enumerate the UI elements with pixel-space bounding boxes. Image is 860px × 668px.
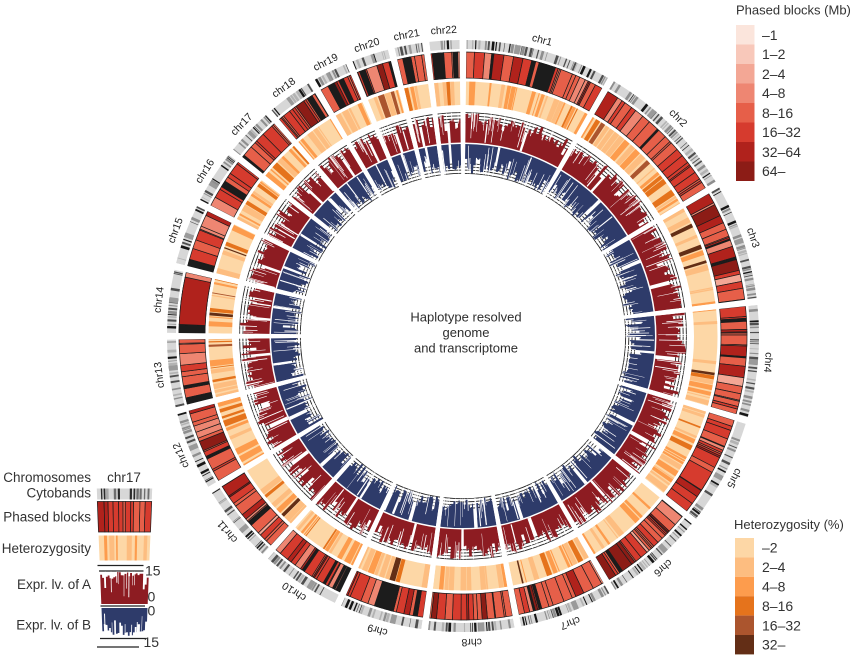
svg-text:Heterozygosity: Heterozygosity — [2, 541, 92, 556]
svg-text:32–64: 32–64 — [762, 144, 801, 160]
svg-text:Expr. lv. of A: Expr. lv. of A — [17, 577, 91, 592]
svg-text:0: 0 — [148, 589, 156, 605]
svg-text:chr8: chr8 — [461, 636, 482, 649]
svg-text:chr4: chr4 — [761, 352, 775, 374]
svg-text:chr1: chr1 — [531, 32, 554, 49]
svg-text:genome: genome — [443, 325, 490, 340]
svg-text:and transcriptome: and transcriptome — [414, 341, 518, 356]
svg-text:2–4: 2–4 — [762, 66, 786, 82]
svg-text:16–32: 16–32 — [762, 617, 801, 633]
svg-text:chr22: chr22 — [430, 24, 457, 38]
svg-text:8–16: 8–16 — [762, 105, 793, 121]
svg-text:0: 0 — [148, 603, 156, 619]
svg-text:4–8: 4–8 — [762, 579, 786, 595]
svg-text:Haplotype resolved: Haplotype resolved — [410, 310, 521, 325]
svg-text:chr14: chr14 — [152, 286, 167, 314]
svg-text:chr13: chr13 — [152, 361, 167, 389]
svg-text:1–2: 1–2 — [762, 46, 786, 62]
svg-text:chr9: chr9 — [366, 621, 389, 638]
svg-text:64–: 64– — [762, 163, 786, 179]
svg-text:Chromosomes: Chromosomes — [3, 470, 91, 485]
svg-text:–2: –2 — [762, 540, 778, 556]
svg-text:Phased blocks: Phased blocks — [3, 510, 91, 525]
svg-text:8–16: 8–16 — [762, 598, 793, 614]
svg-text:Heterozygosity (%): Heterozygosity (%) — [734, 517, 844, 532]
svg-text:–1: –1 — [762, 27, 778, 43]
svg-text:32–: 32– — [762, 637, 786, 653]
svg-text:2–4: 2–4 — [762, 559, 786, 575]
svg-text:chr17: chr17 — [107, 470, 141, 485]
svg-text:16–32: 16–32 — [762, 124, 801, 140]
svg-text:Expr. lv. of B: Expr. lv. of B — [16, 618, 91, 633]
svg-text:chr21: chr21 — [393, 27, 421, 44]
svg-text:Phased blocks (Mb): Phased blocks (Mb) — [736, 3, 851, 18]
svg-text:Cytobands: Cytobands — [26, 486, 91, 501]
svg-text:4–8: 4–8 — [762, 85, 786, 101]
svg-text:15: 15 — [145, 563, 161, 579]
svg-text:15: 15 — [144, 634, 160, 650]
